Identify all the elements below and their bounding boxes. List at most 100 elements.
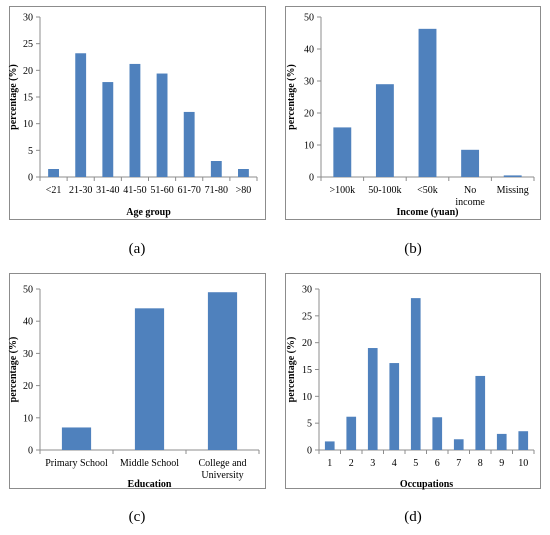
x-tick-label: 7: [456, 458, 461, 469]
y-tick-label: 0: [28, 446, 33, 457]
bar: [129, 63, 141, 177]
bar: [207, 292, 238, 450]
y-tick-label: 30: [23, 13, 33, 24]
panel-a: 0 5 10 15 20 25 30 <21 21-30 31-40 41-50 51-60 61-70…: [0, 0, 275, 267]
panel-label-c: (c): [128, 509, 146, 525]
y-tick-label: 20: [23, 66, 33, 77]
bar: [503, 175, 522, 177]
bar: [333, 127, 352, 177]
y-tick-label: 15: [23, 93, 33, 104]
bar: [410, 298, 421, 450]
x-tick-label: 8: [478, 458, 483, 469]
bar: [389, 363, 400, 450]
y-tick-label: 30: [302, 285, 312, 296]
y-tick-label: 5: [307, 419, 312, 430]
bar: [375, 84, 394, 177]
x-tick-label: >80: [236, 185, 252, 196]
y-tick-label: 30: [304, 77, 314, 88]
x-axis-title: Age group: [126, 207, 171, 218]
bar: [238, 169, 249, 177]
panel-label-b: (b): [404, 241, 422, 257]
y-tick-label: 10: [302, 392, 312, 403]
y-tick-label: 5: [28, 146, 33, 157]
bar: [324, 441, 335, 450]
y-axis-title: percentage (%): [8, 64, 19, 130]
x-tick-label: 6: [435, 458, 440, 469]
y-axis-title: percentage (%): [286, 337, 297, 403]
x-axis-title: Income (yuan): [397, 207, 459, 218]
bar: [61, 427, 92, 450]
x-tick-label: 3: [370, 458, 375, 469]
panel-label-d: (d): [404, 509, 422, 525]
x-tick-label: <50k: [417, 185, 438, 196]
x-tick-label: College and: [198, 458, 246, 469]
y-tick-label: 10: [23, 413, 33, 424]
y-tick-label: 0: [307, 446, 312, 457]
x-tick-label: 4: [392, 458, 397, 469]
panel-label-a: (a): [128, 241, 146, 257]
bar: [496, 433, 507, 450]
bar: [75, 53, 87, 178]
y-tick-label: 30: [23, 349, 33, 360]
bar: [453, 439, 464, 450]
bar: [134, 308, 165, 450]
x-tick-label: >100k: [329, 185, 355, 196]
panel-d: 0 5 10 15 20 25 30 1 2 3 4 5 6 7 8 9 10 Occupations percen…: [275, 267, 550, 535]
y-tick-label: 20: [23, 381, 33, 392]
panel-c: 0 10 20 30 40 50 Primary School Middle School Co…: [0, 267, 275, 535]
x-tick-label: University: [201, 470, 243, 481]
bar: [367, 348, 378, 450]
chart-d: 0 5 10 15 20 25 30 1 2 3 4 5 6 7 8 9 10 Occupations percen…: [286, 285, 535, 490]
x-tick-label: income: [455, 197, 485, 208]
x-axis-title: Occupations: [400, 479, 453, 490]
bar: [518, 431, 529, 450]
x-tick-label: 1: [327, 458, 332, 469]
x-tick-label: Missing: [497, 185, 529, 196]
y-tick-label: 10: [23, 119, 33, 130]
x-tick-label: 5: [413, 458, 418, 469]
y-tick-label: 0: [28, 173, 33, 184]
bar: [461, 149, 480, 177]
bar: [156, 73, 168, 177]
chart-a: 0 5 10 15 20 25 30 <21 21-30 31-40 41-50 51-60 61-70…: [8, 13, 258, 218]
bar: [418, 28, 437, 178]
y-tick-label: 15: [302, 365, 312, 376]
x-tick-label: 9: [499, 458, 504, 469]
y-tick-label: 0: [309, 173, 314, 184]
panel-b: 0 10 20 30 40 50 >100k 50-100k <50k No income Missi…: [275, 0, 550, 267]
y-tick-label: 50: [304, 13, 314, 24]
x-tick-label: 2: [349, 458, 354, 469]
x-tick-label: Middle School: [120, 458, 179, 469]
bar: [475, 375, 486, 450]
x-tick-label: 50-100k: [368, 185, 401, 196]
y-tick-label: 20: [304, 109, 314, 120]
x-tick-label: 10: [518, 458, 528, 469]
x-tick-label: 41-50: [123, 185, 146, 196]
x-tick-label: 71-80: [205, 185, 228, 196]
y-tick-label: 25: [23, 39, 33, 50]
x-tick-label: 61-70: [178, 185, 201, 196]
y-tick-label: 10: [304, 141, 314, 152]
y-axis-title: percentage (%): [286, 64, 297, 130]
y-tick-label: 25: [302, 311, 312, 322]
chart-frame-b: [285, 6, 541, 220]
x-tick-label: 31-40: [96, 185, 119, 196]
x-tick-label: No: [464, 185, 476, 196]
x-tick-label: <21: [46, 185, 62, 196]
bar: [102, 82, 114, 177]
bar: [432, 417, 443, 450]
x-axis-title: Education: [128, 479, 172, 490]
x-tick-label: 21-30: [69, 185, 92, 196]
y-tick-label: 50: [23, 285, 33, 296]
bar: [346, 416, 357, 450]
bar: [210, 161, 222, 177]
x-tick-label: Primary School: [45, 458, 108, 469]
y-tick-label: 40: [23, 317, 33, 328]
bar: [183, 111, 195, 177]
bar: [48, 169, 59, 177]
y-axis-title: percentage (%): [8, 337, 19, 403]
y-tick-label: 40: [304, 45, 314, 56]
chart-c: 0 10 20 30 40 50 Primary School Middle School Co…: [8, 285, 260, 490]
x-tick-label: 51-60: [150, 185, 173, 196]
